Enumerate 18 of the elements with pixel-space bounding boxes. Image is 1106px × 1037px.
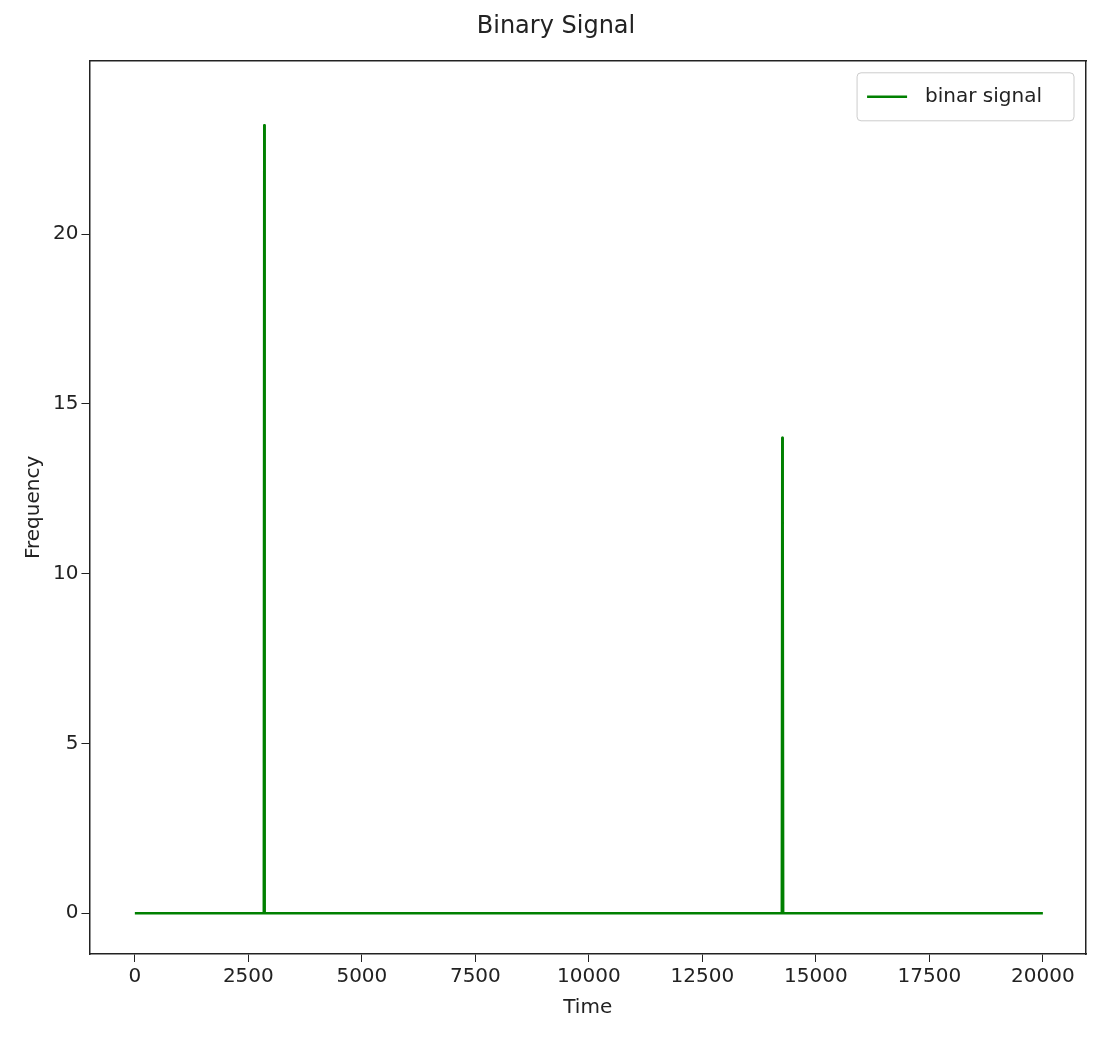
x-tick-label: 15000	[784, 963, 848, 988]
y-tick-label: 10	[53, 559, 79, 584]
chart-title: Binary Signal	[476, 10, 636, 39]
x-tick-label: 2500	[222, 963, 274, 988]
y-axis-title: Frequency	[20, 455, 45, 560]
y-tick-label: 5	[65, 729, 79, 754]
x-tick-label: 0	[128, 963, 142, 988]
legend-label: binar signal	[925, 83, 1043, 107]
x-tick-label: 7500	[449, 963, 501, 988]
x-tick-label: 12500	[670, 963, 735, 988]
x-tick-label: 10000	[557, 963, 621, 988]
x-tick-label: 20000	[1011, 963, 1075, 988]
x-tick-label: 5000	[336, 963, 388, 988]
y-tick-label: 0	[65, 899, 79, 924]
y-tick-label: 15	[53, 390, 79, 415]
y-tick-label: 20	[53, 220, 79, 245]
x-tick-label: 17500	[897, 963, 962, 988]
x-axis-title: Time	[562, 994, 613, 1019]
